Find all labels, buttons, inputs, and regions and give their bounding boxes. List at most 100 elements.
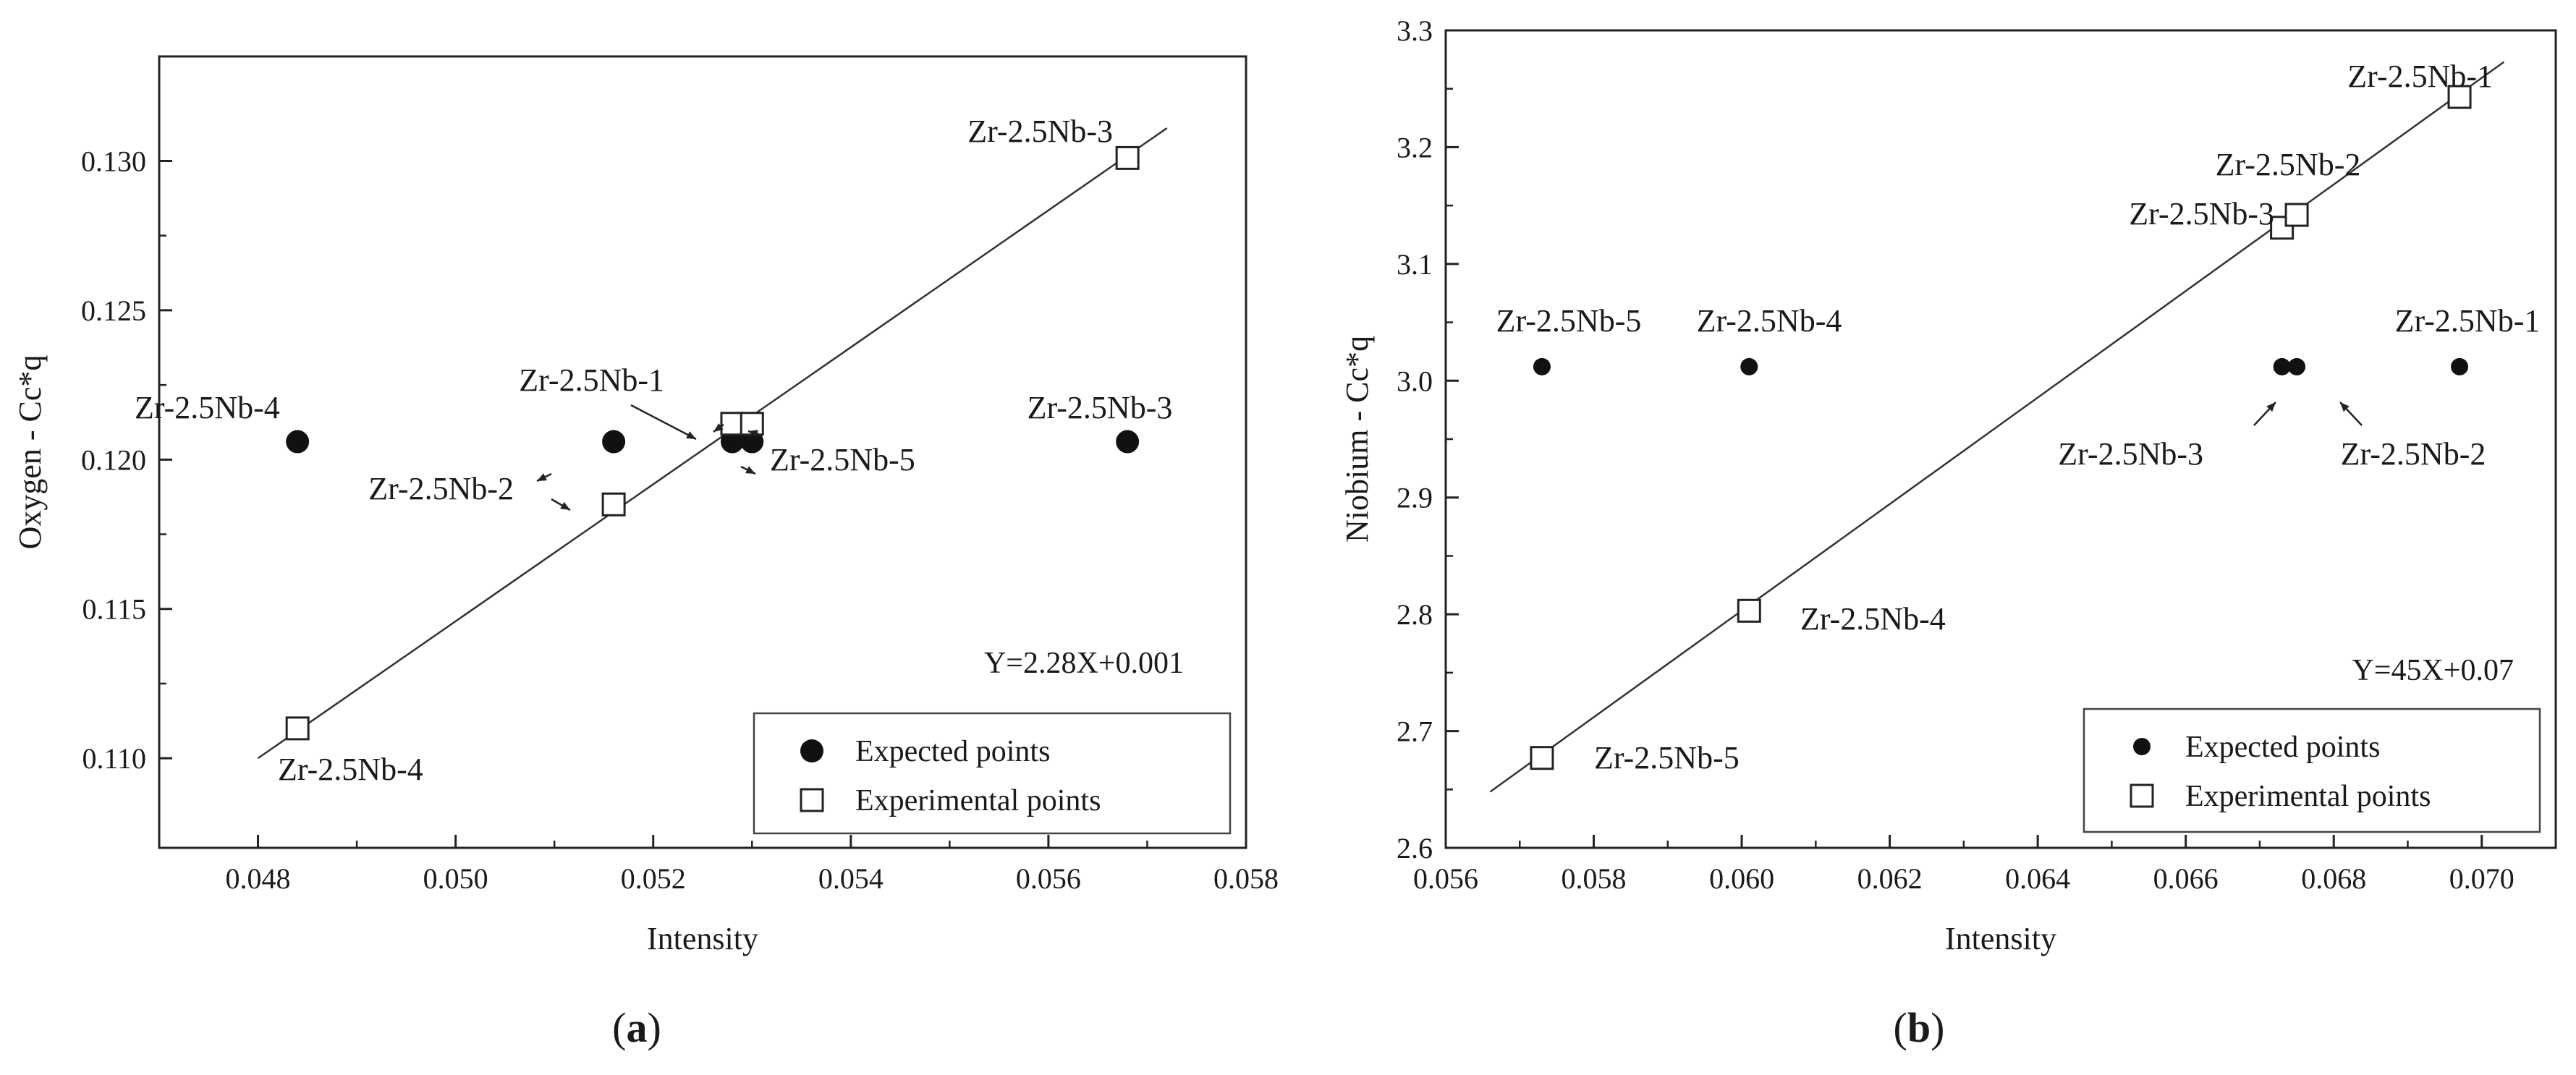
point-label: Zr-2.5Nb-1 xyxy=(2395,303,2541,339)
y-tick-label: 2.9 xyxy=(1397,482,1433,514)
point-label: Zr-2.5Nb-5 xyxy=(1496,303,1642,339)
point-label: Zr-2.5Nb-3 xyxy=(1028,390,1173,425)
point-label: Zr-2.5Nb-1 xyxy=(2347,59,2493,94)
legend-expected-marker xyxy=(2133,738,2151,755)
point-label: Zr-2.5Nb-5 xyxy=(1594,740,1740,776)
panel-b-caption-letter: b xyxy=(1907,1004,1931,1051)
annotation-arrowhead xyxy=(537,473,547,481)
y-tick-label: 0.125 xyxy=(81,294,146,327)
x-tick-label: 0.056 xyxy=(1413,862,1478,895)
annotation-arrowhead xyxy=(2340,402,2350,412)
y-tick-label: 3.2 xyxy=(1397,131,1433,163)
legend-experimental-marker xyxy=(800,788,824,812)
annotation-arrowhead xyxy=(560,501,570,510)
annotation-arrowhead xyxy=(713,423,724,432)
fit-line xyxy=(1489,61,2505,793)
point-label: Zr-2.5Nb-3 xyxy=(2129,196,2274,231)
panel-b-chart: 0.056 0.058 0.060 0.062 0.064 0.066 0.068 0.070… xyxy=(1339,14,2557,956)
expected-point-marker xyxy=(2273,357,2291,375)
legend-experimental-label: Experimental points xyxy=(855,784,1101,817)
x-axis-label: Intensity xyxy=(647,921,758,956)
regression-equation: Y=2.28X+0.001 xyxy=(984,647,1184,680)
experimental-point-marker xyxy=(1737,598,1761,623)
y-tick-label: 0.115 xyxy=(82,593,146,626)
expected-point-marker xyxy=(720,430,744,454)
expected-point-marker xyxy=(2288,357,2306,375)
y-tick-label: 0.120 xyxy=(81,443,146,476)
annotation-arrowhead xyxy=(686,431,696,439)
expected-point-marker xyxy=(286,430,310,454)
panel-a-caption-letter: a xyxy=(627,1004,648,1051)
point-label: Zr-2.5Nb-4 xyxy=(1697,303,1842,339)
experimental-point-marker xyxy=(1530,746,1554,770)
point-label: Zr-2.5Nb-2 xyxy=(368,471,514,506)
legend-expected-label: Expected points xyxy=(2185,731,2380,764)
y-tick-label: 2.6 xyxy=(1397,832,1433,864)
y-axis-label: Niobium - Cc*q xyxy=(1339,336,1375,543)
x-axis-label: Intensity xyxy=(1945,921,2056,956)
panel-a-caption: (a) xyxy=(612,1004,661,1051)
expected-point-marker xyxy=(2451,357,2469,375)
point-label: Zr-2.5Nb-2 xyxy=(2341,436,2486,472)
point-label: Zr-2.5Nb-5 xyxy=(770,442,915,477)
y-tick-label: 3.0 xyxy=(1397,365,1433,397)
legend-box xyxy=(753,712,1232,835)
expected-point-marker xyxy=(1116,430,1140,454)
legend-expected-label: Expected points xyxy=(855,735,1050,768)
y-tick-label: 3.3 xyxy=(1397,14,1433,47)
panel-b-caption: (b) xyxy=(1894,1004,1945,1051)
point-label: Zr-2.5Nb-4 xyxy=(278,752,423,787)
point-label: Zr-2.5Nb-3 xyxy=(967,114,1113,149)
point-label: Zr-2.5Nb-4 xyxy=(135,390,280,425)
x-tick-label: 0.070 xyxy=(2449,862,2514,895)
annotation-arrowhead xyxy=(745,466,755,474)
plot-frame xyxy=(158,55,1247,849)
experimental-point-marker xyxy=(1115,145,1140,170)
y-tick-label: 3.1 xyxy=(1397,248,1433,281)
annotation-arrow xyxy=(630,404,697,441)
x-tick-label: 0.056 xyxy=(1016,862,1081,895)
experimental-point-marker xyxy=(601,492,626,517)
x-tick-label: 0.064 xyxy=(2005,862,2070,895)
expected-point-marker xyxy=(740,430,764,454)
y-tick-label: 0.130 xyxy=(81,145,146,177)
x-tick-label: 0.058 xyxy=(1562,862,1627,895)
experimental-point-marker xyxy=(285,716,310,741)
legend-experimental-marker xyxy=(2130,783,2154,808)
regression-equation: Y=45X+0.07 xyxy=(2352,654,2514,687)
experimental-point-marker xyxy=(2270,216,2295,240)
point-label: Zr-2.5Nb-3 xyxy=(2058,436,2203,472)
legend: Expected points Experimental points xyxy=(2083,708,2541,833)
y-tick-label: 0.110 xyxy=(82,742,146,775)
x-tick-label: 0.066 xyxy=(2153,862,2219,895)
annotation-arrowhead xyxy=(2266,402,2276,412)
y-tick-label: 2.8 xyxy=(1397,598,1433,631)
legend-expected-marker xyxy=(800,739,823,762)
x-tick-label: 0.060 xyxy=(1709,862,1774,895)
point-label: Zr-2.5Nb-4 xyxy=(1800,601,1946,637)
fit-line xyxy=(257,127,1168,760)
x-tick-label: 0.050 xyxy=(423,862,488,895)
x-tick-label: 0.068 xyxy=(2301,862,2366,895)
expected-point-marker xyxy=(602,430,626,454)
x-tick-label: 0.062 xyxy=(1857,862,1923,895)
legend-experimental-label: Experimental points xyxy=(2185,780,2431,813)
x-tick-label: 0.058 xyxy=(1213,862,1279,895)
y-tick-label: 2.7 xyxy=(1397,715,1433,748)
experimental-point-marker xyxy=(720,412,745,436)
y-axis-label: Oxygen - Cc*q xyxy=(12,355,48,550)
expected-point-marker xyxy=(1740,357,1758,375)
x-tick-label: 0.052 xyxy=(621,862,686,895)
experimental-point-marker xyxy=(2284,203,2309,227)
panel-a-chart: 0.048 0.050 0.052 0.054 0.056 0.058 0.110 0.115… xyxy=(12,55,1279,956)
legend-box xyxy=(2083,708,2541,833)
expected-point-marker xyxy=(1533,357,1551,375)
legend: Expected points Experimental points xyxy=(753,712,1232,835)
point-label: Zr-2.5Nb-1 xyxy=(519,362,664,398)
annotation-arrowhead xyxy=(748,430,758,438)
point-label: Zr-2.5Nb-2 xyxy=(2216,147,2361,182)
x-tick-label: 0.054 xyxy=(818,862,884,895)
x-tick-label: 0.048 xyxy=(226,862,291,895)
experimental-point-marker xyxy=(2447,85,2472,109)
